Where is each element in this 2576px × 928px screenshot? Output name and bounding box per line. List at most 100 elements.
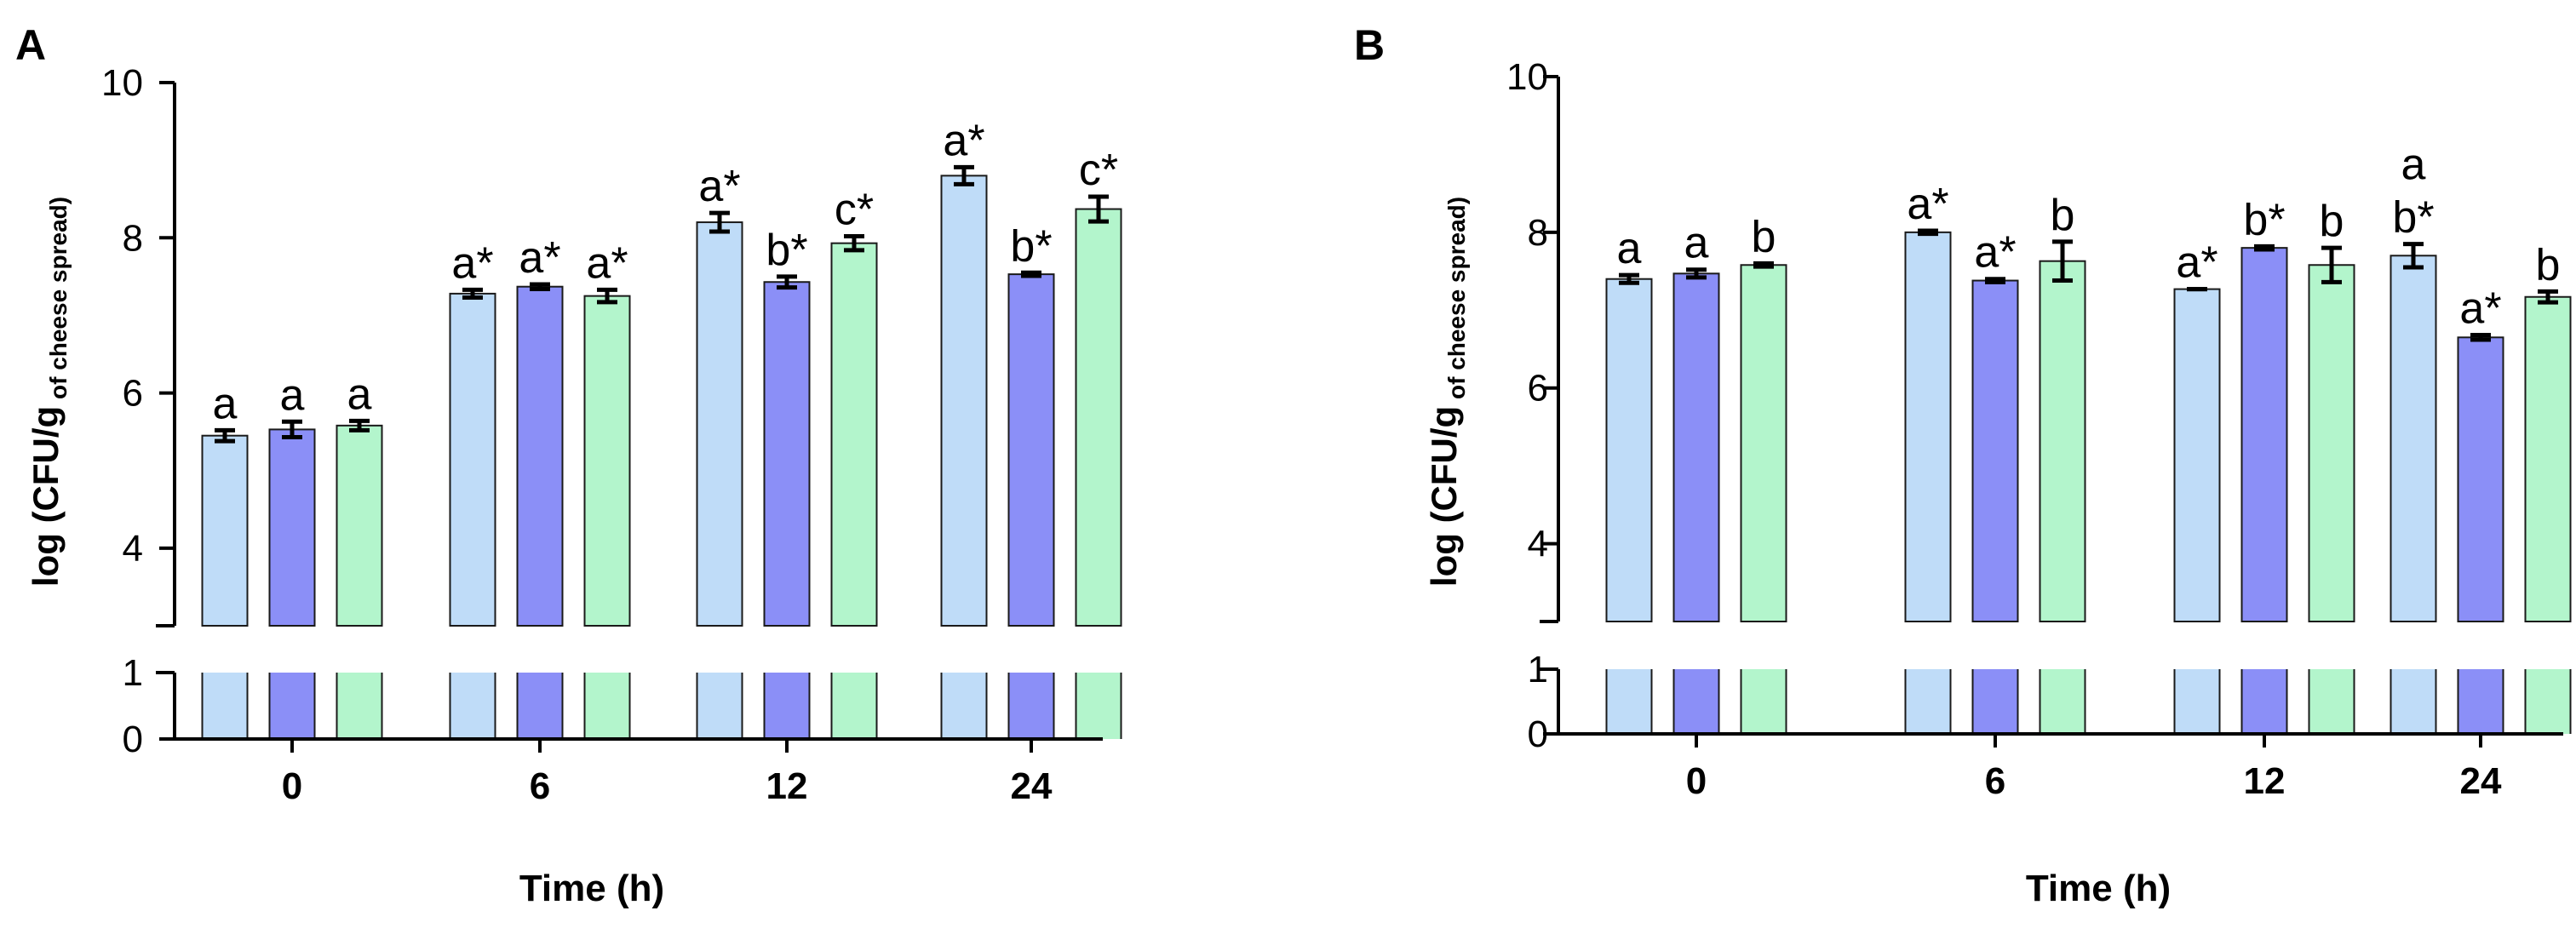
bar-lower-segment (697, 673, 743, 739)
significance-label: a* (451, 238, 493, 288)
bar-lower-segment (1905, 669, 1951, 734)
y-tick-label: 6 (123, 373, 143, 415)
bar-lower-segment (450, 673, 496, 739)
bar-lower-segment (584, 673, 630, 739)
bar-lower-segment (2241, 669, 2287, 734)
bar-lower-segment (269, 673, 315, 739)
significance-label: b* (766, 226, 807, 275)
y-axis-title: log (CFU/g of cheese spread) (26, 197, 72, 587)
significance-label: a (213, 379, 238, 428)
y-tick-label: 6 (1528, 368, 1548, 410)
bar (1904, 231, 1952, 622)
bar-lower-segment (1076, 673, 1122, 739)
bar (940, 175, 988, 627)
y-tick-label: 4 (1528, 524, 1548, 565)
significance-label: b* (2392, 193, 2434, 243)
significance-label: b (1752, 212, 1776, 261)
bar-lower-segment (2309, 669, 2355, 734)
significance-label: a* (1907, 180, 1948, 229)
significance-label: a* (2176, 238, 2217, 288)
bar (696, 221, 743, 627)
bar (1605, 278, 1653, 622)
significance-label: a (1617, 224, 1642, 273)
bar-lower-segment (1606, 669, 1652, 734)
bar-lower-segment (2525, 669, 2571, 734)
x-tick-label: 0 (282, 765, 302, 807)
x-axis-title: Time (h) (2026, 868, 2171, 909)
bar-lower-segment (2458, 669, 2504, 734)
significance-label: a (347, 369, 372, 419)
bar-lower-segment (1008, 673, 1054, 739)
panel-label: A (15, 21, 46, 69)
x-tick-label: 0 (1686, 760, 1707, 802)
x-axis-title: Time (h) (519, 868, 664, 909)
bar (1672, 272, 1720, 622)
bar (449, 292, 496, 627)
x-tick-label: 24 (2460, 760, 2502, 802)
y-tick-label: 8 (1528, 212, 1548, 254)
bar-lower-segment (2174, 669, 2220, 734)
bar (2240, 247, 2288, 622)
bar (2524, 295, 2572, 622)
bar-lower-segment (1673, 669, 1719, 734)
bar (830, 242, 878, 627)
significance-label: b* (2243, 195, 2285, 244)
bar (516, 285, 564, 627)
y-tick-label: 1 (1528, 649, 1548, 690)
bar-lower-segment (2040, 669, 2085, 734)
panel-a: Aa a* a* a* a a* b* b* a a* c* c* 0 1 4 6 8 10 0 6 12 24 Time … (15, 21, 1122, 909)
significance-label: a* (1974, 228, 2016, 278)
significance-label: b (2320, 197, 2344, 246)
bar-lower-segment (202, 673, 248, 739)
bar-lower-segment (336, 673, 382, 739)
x-tick-label: 12 (2244, 760, 2286, 802)
significance-label: b* (1010, 221, 1052, 271)
significance-label: a* (698, 162, 740, 211)
bar (1740, 264, 1787, 622)
x-tick-label: 12 (766, 765, 808, 807)
y-tick-label: 0 (1528, 713, 1548, 755)
significance-label: a (1684, 219, 1709, 268)
bar (2390, 255, 2437, 622)
bar-lower-segment (941, 673, 987, 739)
y-axis-title: log (CFU/g of cheese spread) (1424, 197, 1470, 587)
significance-label: c* (835, 185, 874, 234)
significance-label: a* (943, 116, 984, 165)
bar (1007, 273, 1055, 627)
bar-lower-segment (2390, 669, 2436, 734)
bar (583, 295, 631, 627)
bar (201, 434, 249, 627)
significance-label: b (2536, 240, 2561, 289)
significance-label: a (280, 370, 305, 420)
bar (2173, 288, 2221, 622)
bar (2039, 260, 2086, 622)
significance-label: a* (519, 233, 560, 283)
significance-label: b (2051, 191, 2075, 240)
y-tick-label: 8 (123, 217, 143, 259)
bar (2457, 336, 2504, 622)
x-tick-label: 6 (1985, 760, 2005, 802)
panel-label: B (1354, 21, 1385, 69)
y-tick-label: 0 (123, 719, 143, 760)
bar-lower-segment (1972, 669, 2018, 734)
bar (268, 428, 316, 627)
y-tick-label: 10 (101, 62, 143, 104)
significance-label: a (2401, 140, 2426, 190)
bar (2308, 264, 2355, 622)
significance-label: a* (586, 238, 628, 288)
bar (1075, 208, 1122, 627)
significance-label: a* (2459, 284, 2501, 334)
bar (763, 281, 811, 627)
y-tick-label: 1 (123, 652, 143, 694)
significance-label: c* (1079, 146, 1118, 195)
y-tick-label: 10 (1506, 56, 1548, 98)
bar-lower-segment (764, 673, 810, 739)
y-tick-label: 4 (123, 528, 143, 570)
x-tick-label: 6 (530, 765, 550, 807)
bar-lower-segment (1741, 669, 1787, 734)
x-tick-label: 24 (1011, 765, 1053, 807)
bar-lower-segment (831, 673, 877, 739)
bar-lower-segment (517, 673, 563, 739)
